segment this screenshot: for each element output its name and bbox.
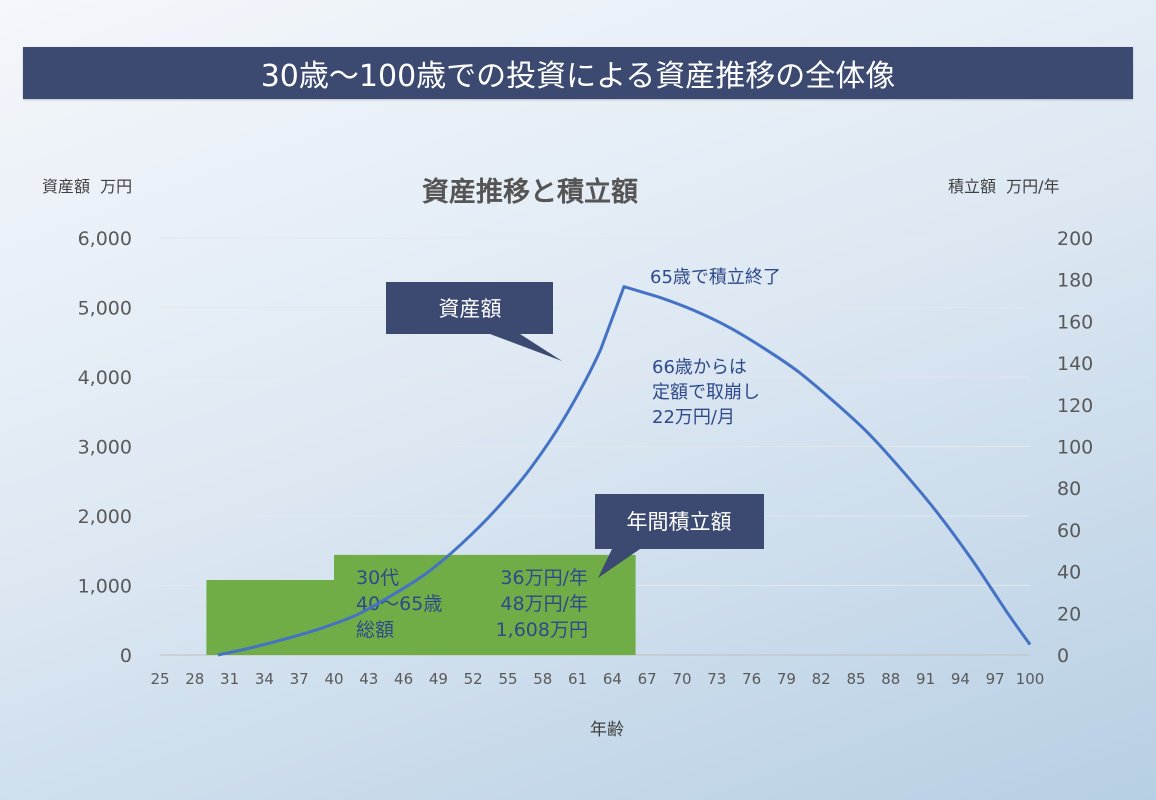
x-tick-label: 58 [533, 670, 552, 688]
left-y-tick-label: 3,000 [78, 437, 132, 459]
x-tick-label: 64 [603, 670, 622, 688]
contribution-area-layer: 30代 36万円/年 40～65歳 48万円/年総額 1,608万円 [206, 554, 636, 655]
x-tick-label: 97 [986, 670, 1005, 688]
x-tick-label: 61 [568, 670, 587, 688]
right-y-tick-label: 0 [1057, 645, 1069, 667]
chart-title: 資産推移と積立額 [422, 177, 638, 208]
x-tick-label: 28 [185, 670, 204, 688]
left-y-tick-label: 2,000 [78, 506, 132, 528]
callout-label-contribution: 年間積立額 [627, 510, 732, 534]
annotation-withdrawal-line: 22万円/月 [652, 407, 735, 428]
contribution-value: 36万円/年 [500, 567, 588, 589]
x-ticks: 25 28 31 34 37 40 43 46 49 52 55 58 61 64 67 70 73 76 79 82… [150, 670, 1044, 688]
annotation-withdrawal-line: 定額で取崩し [652, 382, 760, 403]
right-y-tick-label: 20 [1057, 603, 1081, 625]
x-tick-label: 34 [255, 670, 274, 688]
x-axis-label: 年齢 [590, 720, 624, 740]
left-y-tick-label: 0 [120, 645, 132, 667]
annotation-end-of-contribution: 65歳で積立終了 [650, 267, 781, 288]
x-tick-label: 46 [394, 670, 413, 688]
x-tick-label: 37 [290, 670, 309, 688]
right-y-tick-label: 200 [1057, 228, 1093, 250]
right-y-tick-label: 120 [1057, 395, 1093, 417]
asset-line-layer [217, 285, 1032, 657]
x-tick-label: 91 [916, 670, 935, 688]
right-axis-unit-label: 積立額 万円/年 [948, 177, 1060, 196]
left-y-tick-label: 1,000 [78, 576, 132, 598]
x-tick-label: 49 [429, 670, 448, 688]
contribution-label: 総額 [356, 619, 394, 641]
x-tick-label: 88 [881, 670, 900, 688]
x-tick-label: 70 [672, 670, 691, 688]
left-y-tick-label: 5,000 [78, 298, 132, 320]
right-y-tick-label: 140 [1057, 353, 1093, 375]
right-y-tick-label: 100 [1057, 437, 1093, 459]
x-tick-label: 43 [359, 670, 378, 688]
left-y-tick-label: 6,000 [78, 228, 132, 250]
callout-box-contribution [595, 494, 764, 578]
x-tick-label: 85 [846, 670, 865, 688]
x-tick-label: 31 [220, 670, 239, 688]
right-y-ticks: 0 20 40 60 80 100 120 140 160 180 200 [1057, 228, 1093, 667]
banner-title: 30歳～100歳での投資による資産推移の全体像 [23, 47, 1133, 99]
x-tick-label: 67 [638, 670, 657, 688]
annotation-withdrawal-line: 66歳からは [652, 357, 747, 378]
contribution-label: 40～65歳 [356, 593, 442, 615]
x-tick-label: 79 [777, 670, 796, 688]
contribution-value: 48万円/年 [500, 593, 588, 615]
right-y-tick-label: 80 [1057, 478, 1081, 500]
x-tick-label: 52 [464, 670, 483, 688]
right-y-tick-label: 160 [1057, 311, 1093, 333]
x-tick-label: 82 [812, 670, 831, 688]
contribution-label: 30代 [356, 567, 399, 589]
callout-box-asset [386, 282, 562, 361]
right-y-tick-label: 180 [1057, 270, 1093, 292]
right-y-tick-label: 60 [1057, 520, 1081, 542]
left-y-tick-label: 4,000 [78, 367, 132, 389]
x-tick-label: 55 [498, 670, 517, 688]
left-y-ticks: 0 1,000 2,000 3,000 4,000 5,000 6,000 [78, 228, 132, 667]
x-tick-label: 76 [742, 670, 761, 688]
callout-label-asset: 資産額 [439, 297, 502, 321]
left-axis-unit-label: 資産額 万円 [42, 177, 133, 196]
asset-line [217, 285, 1032, 657]
x-tick-label: 25 [150, 670, 169, 688]
right-y-tick-label: 40 [1057, 562, 1081, 584]
x-tick-label: 100 [1016, 670, 1045, 688]
x-tick-label: 40 [324, 670, 343, 688]
x-tick-label: 94 [951, 670, 970, 688]
contribution-value: 1,608万円 [496, 619, 588, 641]
x-tick-label: 73 [707, 670, 726, 688]
